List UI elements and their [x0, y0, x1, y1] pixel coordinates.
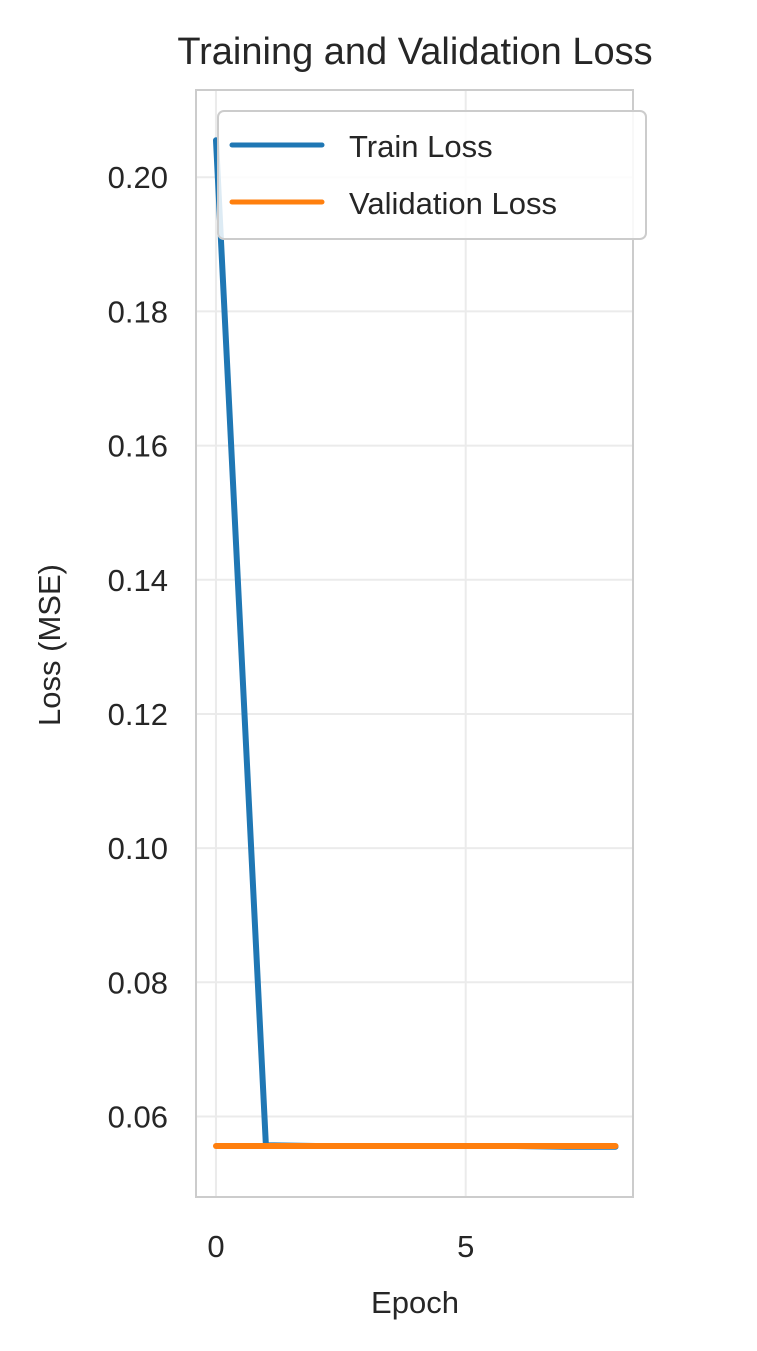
legend: Train Loss Validation Loss: [217, 110, 647, 240]
x-tick-label: 0: [207, 1229, 224, 1264]
series-lines: [213, 137, 619, 1150]
grid: [196, 90, 633, 1197]
legend-box: [217, 110, 647, 240]
y-axis-label: Loss (MSE): [32, 564, 67, 726]
y-tick-labels: 0.06 0.08 0.10 0.12 0.14 0.16 0.18 0.20: [108, 160, 168, 1134]
y-tick-label: 0.06: [108, 1099, 168, 1134]
legend-label-validation-loss: Validation Loss: [349, 186, 557, 221]
series-line-train-loss: [213, 137, 619, 1150]
legend-label-train-loss: Train Loss: [349, 129, 493, 164]
y-tick-label: 0.10: [108, 831, 168, 866]
y-tick-label: 0.16: [108, 429, 168, 464]
y-tick-label: 0.14: [108, 563, 168, 598]
y-tick-label: 0.20: [108, 160, 168, 195]
y-tick-label: 0.08: [108, 965, 168, 1000]
y-tick-label: 0.12: [108, 697, 168, 732]
chart-title: Training and Validation Loss: [177, 31, 652, 73]
x-axis-label: Epoch: [371, 1285, 459, 1320]
plot-frame: [195, 89, 634, 1198]
x-tick-label: 5: [457, 1229, 474, 1264]
y-tick-label: 0.18: [108, 294, 168, 329]
